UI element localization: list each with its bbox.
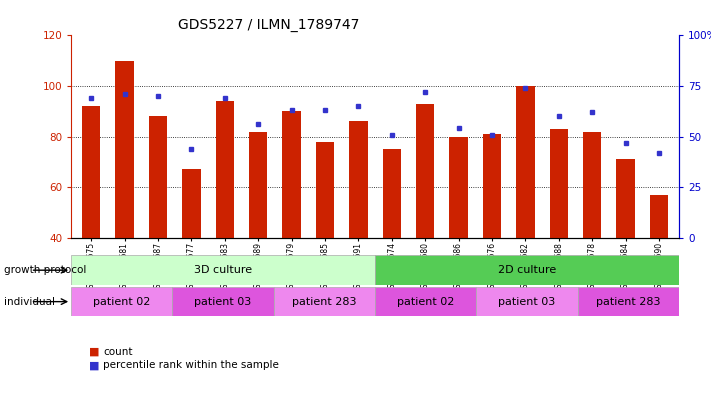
Bar [583,132,602,238]
Bar [616,159,635,238]
Text: patient 03: patient 03 [498,297,556,307]
Text: growth protocol: growth protocol [4,265,86,275]
Bar [516,86,535,238]
Text: individual: individual [4,297,55,307]
Bar [115,61,134,238]
Text: percentile rank within the sample: percentile rank within the sample [103,360,279,371]
Bar [71,287,172,316]
Bar [182,169,201,238]
Text: patient 283: patient 283 [596,297,661,307]
Text: patient 02: patient 02 [93,297,151,307]
Bar [375,255,679,285]
Bar [476,287,577,316]
Text: GDS5227 / ILMN_1789747: GDS5227 / ILMN_1789747 [178,18,359,32]
Bar [282,111,301,238]
Bar [416,104,434,238]
Text: patient 03: patient 03 [194,297,252,307]
Bar [650,195,668,238]
Bar [349,121,368,238]
Text: ■: ■ [89,360,100,371]
Text: patient 02: patient 02 [397,297,454,307]
Bar [274,287,375,316]
Text: 2D culture: 2D culture [498,265,556,275]
Bar [149,116,167,238]
Bar [249,132,267,238]
Bar [383,149,401,238]
Text: patient 283: patient 283 [292,297,357,307]
Bar [550,129,568,238]
Bar [172,287,274,316]
Bar [577,287,679,316]
Text: 3D culture: 3D culture [194,265,252,275]
Text: count: count [103,347,132,357]
Bar [82,106,100,238]
Bar [316,141,334,238]
Bar [215,101,234,238]
Bar [375,287,476,316]
Bar [71,255,375,285]
Bar [483,134,501,238]
Bar [449,136,468,238]
Text: ■: ■ [89,347,100,357]
